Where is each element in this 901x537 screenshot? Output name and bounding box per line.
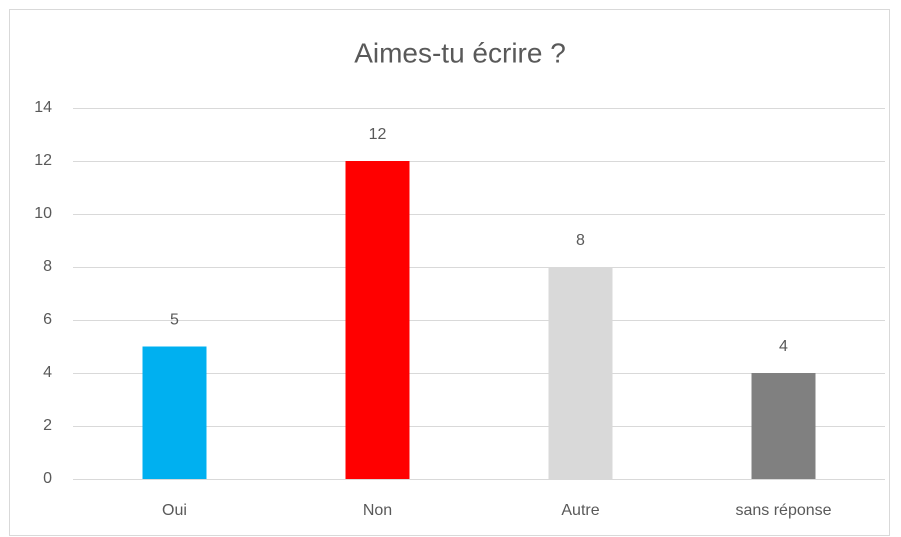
bar	[548, 267, 613, 479]
x-tick-label: Non	[363, 502, 392, 519]
data-label: 12	[369, 126, 387, 143]
x-tick-label: Autre	[561, 502, 599, 519]
data-label: 4	[779, 338, 788, 355]
y-tick-label: 0	[43, 470, 52, 487]
y-tick-label: 8	[43, 258, 52, 275]
data-label: 8	[576, 232, 585, 249]
y-tick-label: 14	[34, 99, 52, 116]
x-tick-label: Oui	[162, 502, 187, 519]
bar	[345, 161, 410, 479]
y-tick-label: 4	[43, 364, 52, 381]
bar	[142, 346, 207, 479]
y-tick-label: 6	[43, 311, 52, 328]
y-tick-label: 10	[34, 205, 52, 222]
data-label: 5	[170, 312, 179, 329]
y-tick-label: 12	[34, 152, 52, 169]
x-tick-label: sans réponse	[735, 502, 831, 519]
bar	[751, 373, 816, 479]
chart-title: Aimes-tu écrire ?	[354, 37, 566, 68]
y-tick-label: 2	[43, 417, 52, 434]
